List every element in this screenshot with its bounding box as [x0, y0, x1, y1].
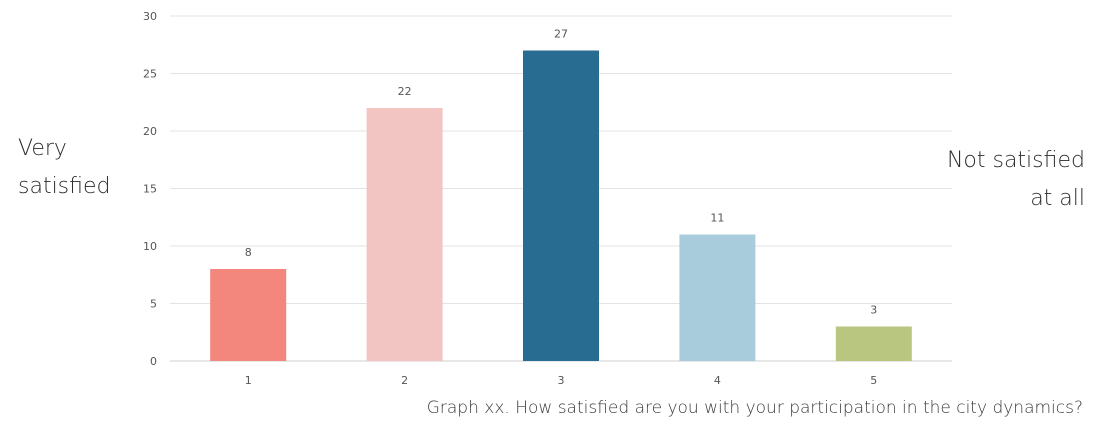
left-scale-label-line-1: Very: [18, 136, 67, 161]
y-tick-label: 5: [150, 298, 157, 311]
left-scale-label-line-2: satisfied: [18, 174, 111, 199]
x-tick-label: 1: [245, 374, 252, 387]
data-label: 3: [870, 304, 877, 317]
chart-caption: Graph xx. How satisfied are you with you…: [426, 398, 1083, 418]
bar: [523, 50, 599, 361]
x-tick-label: 3: [558, 374, 565, 387]
bar: [366, 108, 443, 361]
data-label: 8: [245, 246, 252, 259]
x-tick-label: 2: [401, 374, 408, 387]
y-tick-label: 25: [143, 68, 157, 81]
y-tick-label: 0: [150, 355, 157, 368]
y-tick-label: 10: [143, 240, 157, 253]
bar: [679, 234, 756, 361]
data-label: 22: [398, 85, 412, 98]
x-tick-label: 4: [714, 374, 721, 387]
bar: [835, 326, 912, 361]
y-tick-label: 30: [143, 10, 157, 23]
y-tick-label: 20: [143, 125, 157, 138]
left-scale-label: Very satisfied: [18, 130, 111, 206]
x-tick-label: 5: [870, 374, 877, 387]
right-scale-label-line-2: at all: [1030, 186, 1085, 211]
bar: [210, 269, 287, 361]
data-label: 11: [710, 212, 724, 225]
right-scale-label: Not satisfied at all: [947, 142, 1085, 218]
data-label: 27: [554, 28, 568, 41]
right-scale-label-line-1: Not satisfied: [946, 148, 1085, 173]
y-tick-label: 15: [143, 183, 157, 196]
